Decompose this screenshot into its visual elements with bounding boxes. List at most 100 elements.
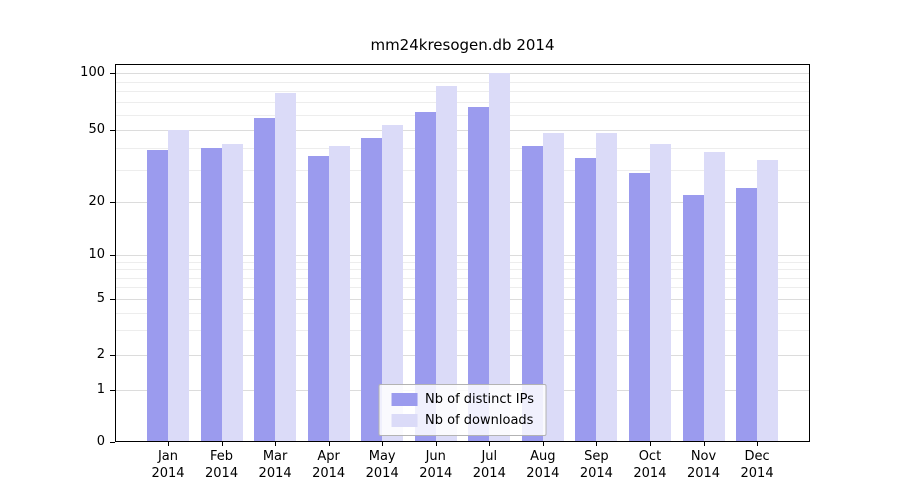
bar-downloads-aug bbox=[542, 133, 564, 442]
gridline-minor bbox=[115, 102, 810, 104]
gridline-major bbox=[115, 355, 810, 356]
x-label-year: 2014 bbox=[472, 466, 506, 481]
bar-downloads-sep bbox=[596, 133, 618, 442]
x-tick-may bbox=[382, 442, 384, 446]
y-tick-label-2: 2 bbox=[96, 347, 105, 362]
x-tick-nov bbox=[703, 442, 705, 446]
bar-downloads-jan bbox=[168, 130, 189, 442]
x-tick-jun bbox=[435, 442, 437, 446]
x-label-year: 2014 bbox=[633, 466, 667, 481]
bar-distinct-ips-aug bbox=[521, 145, 543, 442]
x-label-month: Oct bbox=[638, 449, 662, 464]
bar-downloads-mar bbox=[275, 93, 297, 442]
legend-label: Nb of downloads bbox=[425, 413, 534, 428]
x-tick-sep bbox=[596, 442, 598, 446]
gridline-major bbox=[115, 73, 810, 74]
x-label-month: Nov bbox=[690, 449, 717, 464]
legend-swatch-downloads bbox=[391, 414, 418, 427]
gridline-major bbox=[115, 202, 810, 203]
x-tick-label-oct: Oct 2014 bbox=[618, 448, 682, 482]
x-label-month: Jan bbox=[157, 449, 179, 464]
x-label-month: Feb bbox=[210, 449, 234, 464]
bar-distinct-ips-oct bbox=[628, 172, 650, 442]
bar-distinct-ips-nov bbox=[682, 194, 704, 442]
y-tick-100 bbox=[110, 73, 115, 74]
x-label-month: Dec bbox=[744, 449, 770, 464]
x-label-month: Mar bbox=[262, 449, 288, 464]
chart-title: mm24kresogen.db 2014 bbox=[370, 36, 555, 54]
gridline-minor bbox=[115, 147, 810, 149]
x-tick-label-mar: Mar 2014 bbox=[243, 448, 307, 482]
x-tick-label-nov: Nov 2014 bbox=[672, 448, 736, 482]
bar-distinct-ips-jan bbox=[147, 149, 168, 442]
x-tick-jul bbox=[489, 442, 491, 446]
gridline-minor bbox=[115, 81, 810, 83]
x-tick-label-jan: Jan 2014 bbox=[136, 448, 200, 482]
x-label-month: Jun bbox=[425, 449, 446, 464]
y-tick-2 bbox=[110, 355, 115, 356]
bar-downloads-nov bbox=[703, 151, 725, 442]
x-tick-oct bbox=[649, 442, 651, 446]
x-label-year: 2014 bbox=[312, 466, 346, 481]
x-label-month: Jul bbox=[481, 449, 498, 464]
x-label-year: 2014 bbox=[579, 466, 613, 481]
legend-swatch-distinct-ips bbox=[391, 393, 418, 406]
y-tick-label-0: 0 bbox=[96, 434, 105, 449]
x-tick-label-apr: Apr 2014 bbox=[297, 448, 361, 482]
x-tick-jan bbox=[168, 442, 169, 446]
x-label-year: 2014 bbox=[526, 466, 560, 481]
bar-downloads-apr bbox=[328, 145, 350, 442]
gridline-minor bbox=[115, 170, 810, 172]
gridline-minor bbox=[115, 91, 810, 93]
bar-distinct-ips-apr bbox=[307, 155, 329, 442]
gridline-major bbox=[115, 130, 810, 131]
x-tick-label-feb: Feb 2014 bbox=[190, 448, 254, 482]
gridline-minor bbox=[115, 261, 810, 263]
x-label-month: Apr bbox=[317, 449, 340, 464]
x-tick-mar bbox=[275, 442, 277, 446]
y-tick-5 bbox=[110, 299, 115, 300]
x-tick-label-jul: Jul 2014 bbox=[457, 448, 521, 482]
x-label-year: 2014 bbox=[151, 466, 185, 481]
gridline-minor bbox=[115, 330, 810, 332]
x-tick-dec bbox=[757, 442, 759, 446]
y-tick-label-10: 10 bbox=[88, 247, 105, 262]
y-tick-0 bbox=[110, 442, 115, 443]
x-label-month: Sep bbox=[584, 449, 609, 464]
y-tick-label-50: 50 bbox=[88, 122, 105, 137]
x-tick-label-aug: Aug 2014 bbox=[511, 448, 575, 482]
y-tick-label-1: 1 bbox=[96, 382, 105, 397]
legend-item-downloads: Nb of downloads bbox=[391, 413, 534, 428]
gridline-minor bbox=[115, 312, 810, 314]
x-label-year: 2014 bbox=[365, 466, 399, 481]
x-label-year: 2014 bbox=[740, 466, 774, 481]
gridline-minor bbox=[115, 277, 810, 279]
y-tick-10 bbox=[110, 255, 115, 256]
x-tick-aug bbox=[542, 442, 544, 446]
y-tick-label-100: 100 bbox=[80, 65, 105, 80]
x-label-year: 2014 bbox=[205, 466, 239, 481]
bar-downloads-dec bbox=[757, 160, 779, 442]
bar-downloads-oct bbox=[649, 143, 671, 442]
x-label-year: 2014 bbox=[258, 466, 292, 481]
bar-distinct-ips-jul bbox=[468, 107, 490, 442]
y-tick-50 bbox=[110, 130, 115, 131]
x-tick-label-may: May 2014 bbox=[350, 448, 414, 482]
x-tick-apr bbox=[328, 442, 330, 446]
x-tick-feb bbox=[221, 442, 223, 446]
y-tick-20 bbox=[110, 202, 115, 203]
plot-area: Nb of distinct IPs Nb of downloads bbox=[115, 64, 810, 442]
legend: Nb of distinct IPs Nb of downloads bbox=[378, 384, 547, 436]
gridline-minor bbox=[115, 269, 810, 271]
bar-distinct-ips-mar bbox=[254, 117, 276, 442]
x-label-month: May bbox=[368, 449, 396, 464]
bar-distinct-ips-jun bbox=[414, 112, 436, 442]
bar-downloads-feb bbox=[221, 143, 243, 442]
legend-item-distinct-ips: Nb of distinct IPs bbox=[391, 392, 534, 407]
bar-downloads-jun bbox=[435, 86, 457, 442]
bar-distinct-ips-may bbox=[361, 138, 383, 442]
gridline-minor bbox=[115, 287, 810, 289]
y-tick-label-5: 5 bbox=[96, 291, 105, 306]
y-tick-label-20: 20 bbox=[88, 194, 105, 209]
x-tick-label-dec: Dec 2014 bbox=[725, 448, 789, 482]
